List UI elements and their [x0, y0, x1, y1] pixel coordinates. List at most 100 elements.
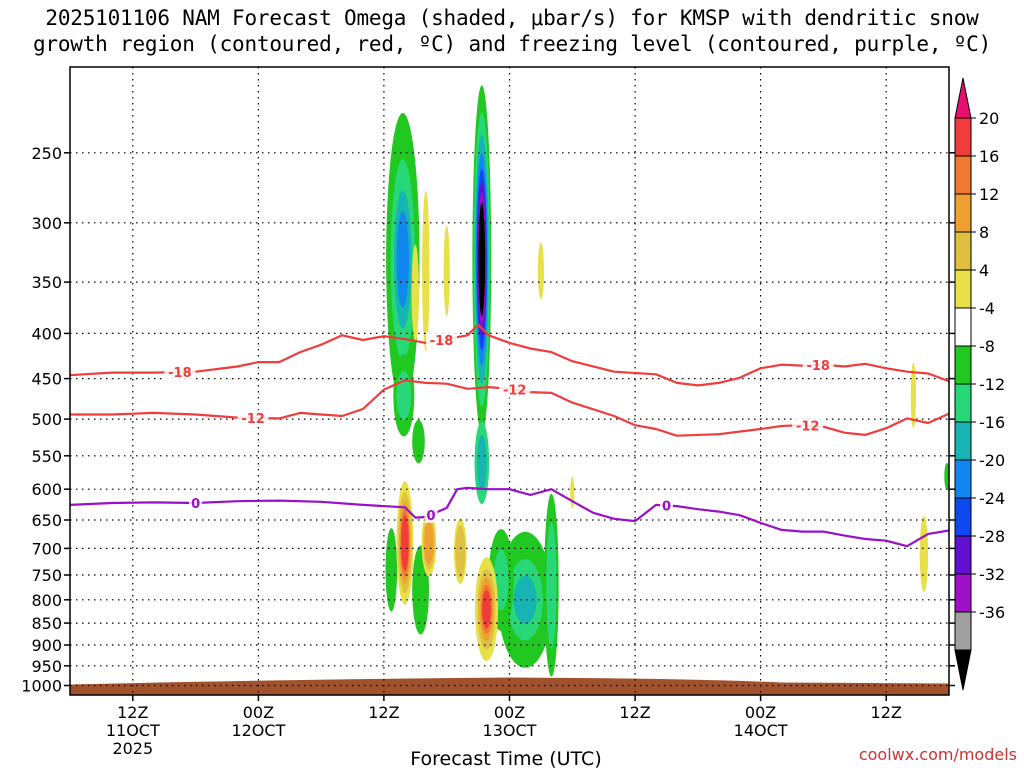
omega-lowlevel-ascent — [385, 528, 398, 612]
omega-lowlevel-ascent — [944, 462, 949, 490]
y-tick-label: 700 — [31, 539, 62, 558]
omega-descent-cell — [443, 225, 450, 317]
colorbar-swatch — [954, 459, 972, 499]
colorbar-tick-label: -8 — [979, 337, 995, 356]
contour-label: -12 — [503, 384, 527, 399]
contour-label: -12 — [796, 420, 820, 435]
contour-label-bg — [792, 417, 824, 434]
y-tick-label: 750 — [31, 566, 62, 585]
contour-label: -18 — [168, 366, 192, 381]
y-tick-label: 950 — [31, 657, 62, 676]
x-axis-label: Forecast Time (UTC) — [410, 748, 601, 768]
omega-descent-cell — [910, 362, 917, 429]
x-tick-label: 12Z — [368, 703, 399, 722]
omega-lowlevel-ascent — [513, 575, 537, 624]
x-tick-label: 12Z — [871, 703, 902, 722]
freezing-level-contour — [70, 486, 949, 548]
axes: 250 300 350 400 450 500 550 600 650 700 750 800 850 9… — [21, 144, 955, 758]
y-tick-label: 300 — [31, 214, 62, 233]
colorbar-tick-label: 16 — [979, 147, 999, 166]
x-tick-label: 12Z — [619, 703, 650, 722]
colorbar-swatch — [954, 269, 972, 309]
colorbar-swatch — [954, 345, 972, 385]
omega-descent-cell — [411, 244, 419, 342]
colorbar-tick-label: -4 — [979, 299, 995, 318]
colorbar-tick-label: -28 — [979, 527, 1005, 546]
contour-label-bg — [802, 357, 834, 373]
omega-descent-cell — [424, 521, 434, 565]
contour-label: -18 — [430, 334, 454, 349]
y-tick-label: 850 — [31, 614, 62, 633]
colorbar-swatch — [954, 573, 972, 613]
gridlines — [70, 67, 949, 695]
x-tick-label: 2025 — [112, 739, 153, 758]
y-tick-label: 800 — [31, 591, 62, 610]
colorbar-swatch — [954, 193, 972, 233]
contour-label: 0 — [191, 497, 200, 512]
y-tick-label: 550 — [31, 447, 62, 466]
contour-label-bg — [164, 364, 196, 381]
y-tick-label: 1000 — [21, 677, 62, 696]
colorbar-swatch — [954, 155, 972, 195]
colorbar-tick-label: 8 — [979, 223, 989, 242]
dendritic-contour — [70, 379, 949, 437]
omega-descent-cell — [537, 242, 545, 300]
colorbar-arrow-top — [954, 77, 972, 119]
y-tick-label: 600 — [31, 480, 62, 499]
x-tick-label: 11OCT — [106, 721, 160, 740]
omega-descent-cell — [919, 515, 929, 592]
colorbar-swatch — [954, 307, 972, 347]
plot-area — [70, 85, 949, 695]
colorbar-tick-label: -24 — [979, 489, 1005, 508]
chart-title-line-2: growth region (contoured, red, ºC) and f… — [32, 32, 992, 56]
x-tick-label: 00Z — [494, 703, 525, 722]
colorbar-tick-label: -20 — [979, 451, 1005, 470]
colorbar-swatch — [954, 421, 972, 461]
credit-text: coolwx.com/models — [859, 745, 1017, 764]
x-tick-label: 12Z — [117, 703, 148, 722]
y-tick-label: 400 — [31, 324, 62, 343]
colorbar-tick-label: 4 — [979, 261, 989, 280]
colorbar-swatch — [954, 383, 972, 423]
colorbar-swatch — [954, 231, 972, 271]
colorbar-tick-label: 12 — [979, 185, 999, 204]
colorbar-swatch — [954, 117, 972, 157]
colorbar-tick-label: -36 — [979, 603, 1005, 622]
colorbar-tick-label: -16 — [979, 413, 1005, 432]
y-tick-label: 250 — [31, 144, 62, 163]
contour-label-bg — [189, 495, 203, 511]
omega-descent-cell — [401, 515, 409, 571]
x-tick-label: 00Z — [745, 703, 776, 722]
colorbar-swatch — [954, 497, 972, 537]
contour-label-bg — [426, 332, 457, 348]
colorbar: 20 16 12 8 4 -4 -8 -12 -16 -20 -24 -28 -32 -36 — [954, 77, 1005, 691]
omega-ascent-band — [396, 211, 409, 308]
contour-label-bg — [237, 409, 269, 426]
contour-label: 0 — [426, 509, 435, 524]
omega-descent-cell — [455, 525, 466, 578]
colorbar-swatch — [954, 611, 972, 651]
omega-ascent-core — [477, 435, 487, 491]
colorbar-tick-label: -12 — [979, 375, 1005, 394]
y-tick-label: 900 — [31, 636, 62, 655]
x-tick-label: 12OCT — [231, 721, 285, 740]
x-tick-label: 00Z — [243, 703, 274, 722]
omega-ascent-core — [478, 202, 486, 317]
x-tick-label: 14OCT — [734, 721, 788, 740]
omega-descent-cell — [570, 476, 575, 509]
contour-label-bg — [660, 497, 673, 514]
contour-lines: -18 -18 -18 -12 -12 -12 0 0 0 — [70, 323, 949, 548]
contour-label-bg — [424, 506, 438, 523]
contour-label-bg — [499, 381, 531, 398]
contour-label: -12 — [241, 412, 265, 427]
colorbar-tick-label: -32 — [979, 565, 1005, 584]
contour-label: 0 — [662, 500, 671, 515]
colorbar-swatch — [954, 535, 972, 575]
contour-label: -18 — [806, 359, 830, 374]
omega-ascent-band — [396, 370, 412, 420]
omega-descent-cell — [422, 190, 430, 352]
x-tick-label: 13OCT — [483, 721, 537, 740]
colorbar-arrow-bottom — [954, 649, 972, 691]
y-tick-label: 350 — [31, 273, 62, 292]
